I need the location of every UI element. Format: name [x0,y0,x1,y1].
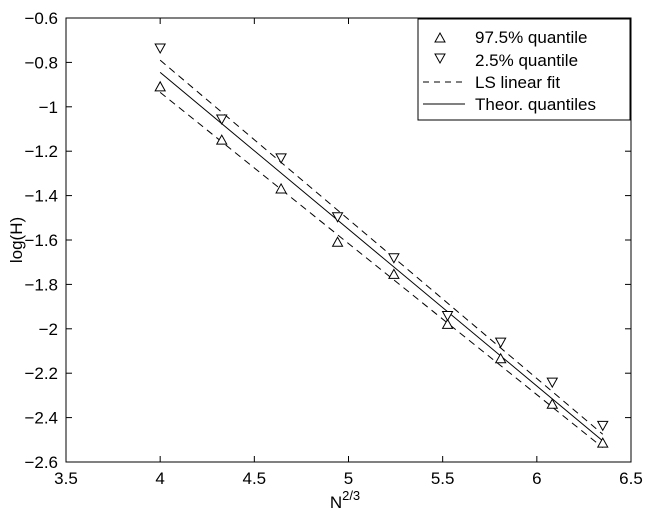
y-tick-label: −0.6 [24,9,58,28]
x-tick-label: 5 [344,469,353,488]
y-tick-label: −2.4 [24,409,58,428]
y-tick-label: −2.2 [24,364,58,383]
quantile-97-5-point [215,134,228,145]
x-tick-label: 4.5 [243,469,267,488]
x-axis-label-base: N [330,493,342,512]
x-axis-label: N2/3 [330,488,360,512]
x-tick-label: 6.5 [619,469,643,488]
y-tick-label: −1 [39,98,58,117]
x-tick-label: 5.5 [431,469,455,488]
x-tick-label: 4 [155,469,164,488]
y-tick-label: −2 [39,320,58,339]
ls-fit-line [159,59,604,435]
quantile-97-5-point [494,352,507,364]
quantile-2-5-point [388,253,400,264]
legend-entry-2-5: 2.5% quantile [434,51,578,70]
y-tick-label: −1.4 [24,187,58,206]
y-tick-label: −1.6 [24,231,58,250]
legend: 97.5% quantile 2.5% quantile LS linear f… [417,18,631,121]
quantile-2-5-point [494,337,507,349]
y-tick-label: −2.6 [24,453,58,472]
quantile-2-5-point [275,153,287,164]
legend-label-2-5: 2.5% quantile [475,51,578,70]
quantile-97-5-point [546,398,559,409]
quantile-97-5-point [441,318,454,329]
y-tick-label: −1.8 [24,275,58,294]
x-tick-label: 3.5 [54,469,78,488]
theor-quantile-line [159,72,604,442]
data-markers [154,43,609,448]
legend-label-ls-fit: LS linear fit [475,73,560,92]
y-tick-label: −1.2 [24,142,58,161]
legend-entry-97-5: 97.5% quantile [434,28,587,47]
quantile-2-5-point [596,420,609,432]
fit-lines [159,59,604,448]
legend-label-97-5: 97.5% quantile [475,28,587,47]
y-tick-label: −0.8 [24,53,58,72]
quantile-2-5-point [215,114,228,126]
quantile-2-5-point [441,310,454,322]
x-axis: 3.5 4 4.5 5 5.5 6 6.5 [54,18,643,488]
legend-box [417,18,631,121]
x-tick-label: 6 [532,469,541,488]
quantile-97-5-point [154,80,167,92]
quantile-97-5-point [388,268,400,279]
quantile-2-5-point [331,212,344,223]
quantile-2-5-point [546,377,559,389]
legend-entry-theor: Theor. quantiles [423,95,596,114]
y-axis-label: log(H) [7,217,26,263]
y-axis: −0.6 −0.8 −1 −1.2 −1.4 −1.6 −1.8 −2 −2.2 −2.4 −2.6 [24,9,631,472]
legend-label-theor: Theor. quantiles [475,95,596,114]
triangle-down-icon [434,53,446,65]
quantile-97-5-point [331,236,344,247]
ls-fit-line [159,91,604,448]
legend-entry-ls-fit: LS linear fit [423,73,560,92]
quantile-97-5-point [596,437,609,448]
x-axis-label-exponent: 2/3 [342,488,360,503]
triangle-up-icon [434,31,446,43]
quantile-97-5-point [275,182,287,194]
quantile-2-5-point [154,43,167,54]
